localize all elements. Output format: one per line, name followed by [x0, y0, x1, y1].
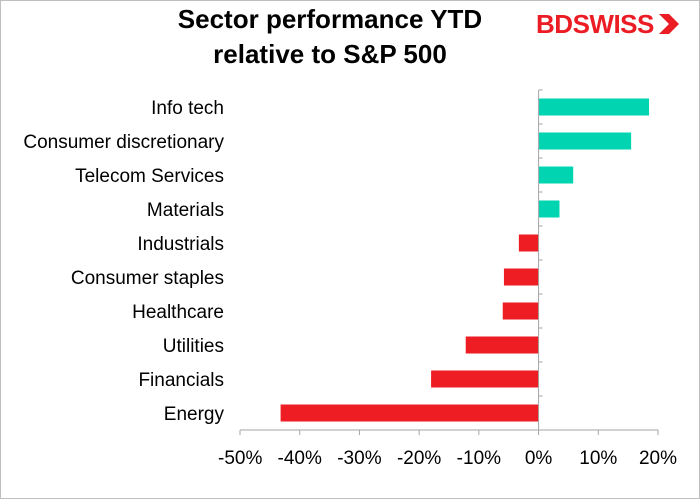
- category-label: Industrials: [137, 234, 224, 255]
- x-tick-label: 20%: [639, 448, 677, 469]
- category-label: Info tech: [151, 98, 224, 119]
- bar: [431, 370, 539, 388]
- category-label: Consumer discretionary: [23, 132, 224, 153]
- bdswiss-logo: BD SWISS: [536, 9, 681, 39]
- bar: [538, 200, 560, 218]
- bar: [538, 132, 632, 150]
- x-tick-label: -30%: [337, 448, 381, 469]
- x-tick-label: 10%: [579, 448, 617, 469]
- x-tick-label: 0%: [525, 448, 553, 469]
- x-tick-label: -10%: [457, 448, 501, 469]
- x-tick-label: -40%: [278, 448, 322, 469]
- bar: [502, 302, 539, 320]
- x-tick-label: -50%: [218, 448, 262, 469]
- logo-text-bd: BD: [536, 8, 573, 39]
- category-label: Financials: [138, 370, 224, 391]
- bar: [280, 404, 539, 422]
- bar: [538, 166, 574, 184]
- bar: [465, 336, 539, 354]
- chart-title-line-1: Sector performance YTD: [177, 4, 483, 34]
- bar: [503, 268, 539, 286]
- category-label: Healthcare: [132, 302, 224, 323]
- category-label: Materials: [147, 200, 224, 221]
- category-label: Energy: [164, 404, 225, 425]
- chevron-right-icon: [658, 14, 679, 34]
- category-label: Utilities: [163, 336, 224, 357]
- bar: [538, 98, 650, 116]
- x-tick-label: -20%: [397, 448, 441, 469]
- category-label: Telecom Services: [75, 166, 224, 187]
- chart-title-line-2: relative to S&P 500: [213, 39, 447, 69]
- logo-text-swiss: SWISS: [572, 8, 655, 39]
- chart-title: Sector performance YTD relative to S&P 5…: [120, 2, 540, 72]
- bar: [518, 234, 539, 252]
- category-label: Consumer staples: [71, 268, 224, 289]
